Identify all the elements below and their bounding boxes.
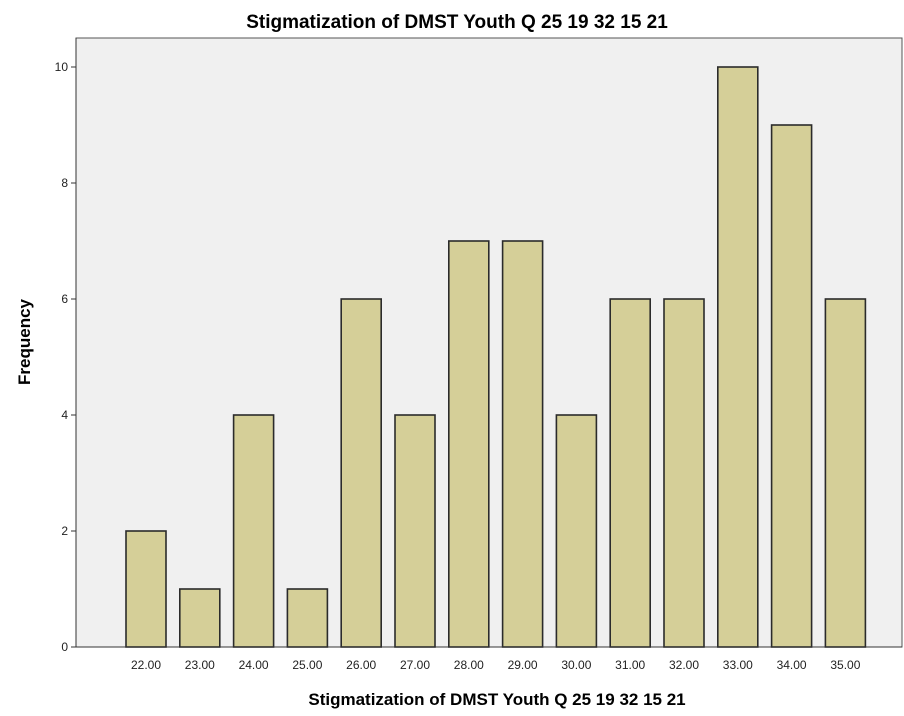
bar-32.00 — [663, 298, 705, 648]
x-tick-label-32.00: 32.00 — [669, 658, 699, 672]
x-tick-label-28.00: 28.00 — [454, 658, 484, 672]
bar-26.00 — [340, 298, 383, 648]
bar-25.00 — [286, 588, 329, 648]
y-tick-label-10: 10 — [55, 60, 69, 74]
y-tick-label-8: 8 — [61, 176, 68, 190]
bar-31.00 — [609, 298, 652, 648]
bar-23.00 — [179, 588, 221, 648]
x-tick-label-24.00: 24.00 — [239, 658, 269, 672]
bars-group — [125, 66, 867, 648]
x-tick-label-23.00: 23.00 — [185, 658, 215, 672]
y-tick-label-4: 4 — [61, 408, 68, 422]
x-tick-label-25.00: 25.00 — [292, 658, 322, 672]
y-tick-label-2: 2 — [61, 524, 68, 538]
x-tick-label-29.00: 29.00 — [508, 658, 538, 672]
y-axis-label: Frequency — [15, 298, 34, 385]
y-tick-label-6: 6 — [61, 292, 68, 306]
bar-34.00 — [770, 124, 813, 648]
x-tick-label-34.00: 34.00 — [777, 658, 807, 672]
chart-title: Stigmatization of DMST Youth Q 25 19 32 … — [246, 12, 668, 33]
bar-27.00 — [394, 414, 436, 648]
x-tick-label-26.00: 26.00 — [346, 658, 376, 672]
y-tick-label-0: 0 — [61, 640, 68, 654]
bar-29.00 — [501, 240, 544, 648]
x-tick-label-30.00: 30.00 — [561, 658, 591, 672]
x-tick-label-33.00: 33.00 — [723, 658, 753, 672]
x-tick-label-35.00: 35.00 — [830, 658, 860, 672]
y-ticks-group: 0 2 4 6 8 10 — [55, 60, 76, 654]
bar-24.00 — [232, 414, 275, 648]
x-tick-label-31.00: 31.00 — [615, 658, 645, 672]
bar-33.00 — [716, 66, 759, 648]
bar-22.00 — [125, 530, 167, 648]
bar-35.00 — [824, 298, 867, 648]
x-ticks-group: 22.00 23.00 24.00 25.00 26.00 27.00 28.00 29.00… — [131, 658, 861, 672]
x-tick-label-22.00: 22.00 — [131, 658, 161, 672]
x-tick-label-27.00: 27.00 — [400, 658, 430, 672]
bar-28.00 — [447, 240, 490, 648]
x-axis-label: Stigmatization of DMST Youth Q 25 19 32 … — [308, 690, 685, 709]
bar-30.00 — [555, 414, 598, 648]
